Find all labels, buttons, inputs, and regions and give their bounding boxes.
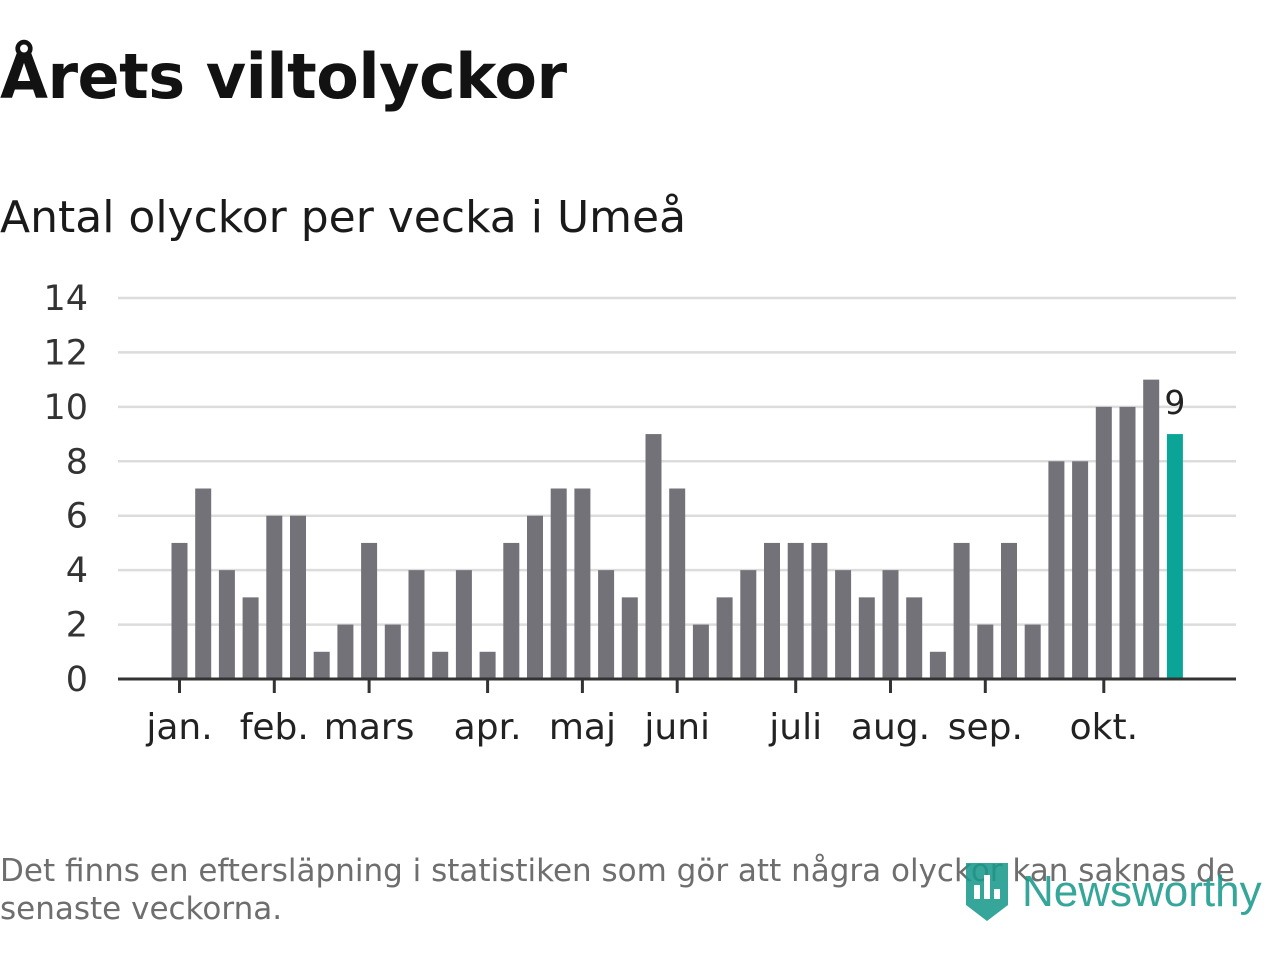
x-tick-label: juli [768,707,822,748]
bar [337,624,354,679]
bar [764,542,780,679]
y-tick-label: 8 [66,442,88,482]
x-tick-label: apr. [454,707,522,748]
x-tick-label: jan. [145,707,212,748]
bar [455,570,472,679]
bar [384,624,401,679]
x-axis-ticks: jan. feb. mars apr. maj juni juli aug. sep. okt. [145,679,1138,748]
y-tick-label: 0 [66,660,88,700]
x-tick-label: okt. [1070,707,1138,748]
chart-title: Årets viltolyckor [0,40,567,113]
chart-subtitle: Antal olyckor per vecka i Umeå [0,192,687,243]
bar [550,488,567,679]
x-tick-label: aug. [851,707,930,748]
bar [1072,461,1089,679]
bar [645,434,662,679]
y-tick-label: 6 [66,497,88,537]
bar-chart: 0 2 4 6 8 10 12 14 9 jan. feb. mars apr. maj juni jul… [43,279,1236,748]
bar [621,597,638,679]
bar [977,624,994,679]
bar [929,651,946,679]
footnote: Det finns en eftersläpning i statistiken… [0,853,1235,927]
bar [692,624,709,679]
bar [290,515,306,679]
bar-highlighted [1166,434,1183,679]
bar [242,597,259,679]
bar [1048,461,1065,679]
y-tick-label: 10 [43,388,88,428]
data-label: 9 [1164,383,1185,422]
bar [479,651,496,679]
logo-text: Newsworthy [1022,867,1262,916]
bar [953,542,970,679]
bar [527,515,543,679]
bar [716,597,733,679]
x-tick-label: mars [324,707,415,748]
bar [361,542,378,679]
bar [218,570,235,679]
bar [858,597,875,679]
bar [266,515,283,679]
newsworthy-logo: Newsworthy [962,856,1278,928]
bar [195,488,212,679]
bar [811,542,828,679]
bar [1024,624,1041,679]
bar [1119,406,1136,679]
y-tick-label: 2 [66,606,88,646]
bar [740,570,757,679]
x-tick-label: sep. [948,707,1023,748]
bar [787,542,804,679]
bar [171,542,188,679]
y-tick-label: 14 [43,279,88,319]
bar-chart-logo-icon [966,863,1008,921]
bars: 9 [171,379,1185,679]
bar [1143,379,1160,679]
bar [598,570,615,679]
bar [408,570,425,679]
y-tick-label: 4 [66,551,88,591]
bar [835,570,852,679]
bar [1001,542,1017,679]
bar [882,570,899,679]
y-tick-label: 12 [43,333,88,373]
bar [906,597,923,679]
bar [1095,406,1112,679]
bar [313,651,330,679]
bar [574,488,591,679]
bar [432,651,449,679]
x-tick-label: maj [549,707,616,748]
x-tick-label: feb. [240,707,309,748]
x-tick-label: juni [643,707,710,748]
bar [503,542,520,679]
bar [669,488,686,679]
y-axis-ticks: 0 2 4 6 8 10 12 14 [43,279,88,700]
